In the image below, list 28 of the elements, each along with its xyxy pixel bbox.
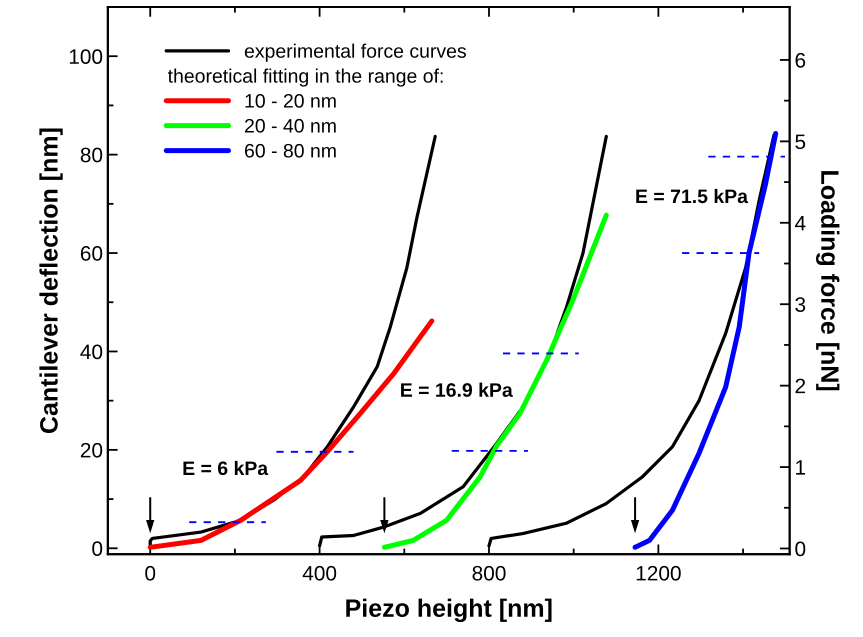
- annotation: E = 71.5 kPa: [636, 188, 748, 204]
- y-tick-label: 20: [80, 442, 102, 458]
- x-tick-label: 1200: [636, 566, 681, 581]
- y2-tick-label: 5: [795, 134, 806, 150]
- y2-tick-label: 2: [796, 378, 806, 394]
- y-tick-label: 60: [80, 246, 102, 261]
- legend-label: 60 - 80 nm: [245, 144, 336, 158]
- legend-label: experimental force curves: [244, 44, 466, 62]
- y-tick-label: 40: [80, 344, 102, 360]
- y2-axis-title: Loading force [nN]: [816, 171, 840, 390]
- x-tick-label: 0: [145, 566, 156, 581]
- y-axis-title: Cantilever deflection [nm]: [39, 128, 63, 434]
- y2-tick-label: 6: [796, 52, 806, 68]
- annotation: E = 6 kPa: [183, 460, 268, 476]
- y-tick-label: 100: [70, 49, 102, 64]
- y2-tick-label: 1: [796, 460, 806, 475]
- legend-title: theoretical fitting in the range of:: [168, 68, 443, 87]
- y2-tick-label: 3: [795, 297, 806, 312]
- x-tick-label: 800: [472, 566, 506, 581]
- x-tick-label: 400: [302, 566, 336, 581]
- legend-label: 10 - 20 nm: [246, 94, 336, 108]
- y-tick-label: 80: [80, 148, 102, 162]
- x-axis-title: Piezo height [nm]: [346, 598, 552, 622]
- y2-tick-label: 4: [794, 216, 806, 230]
- y-tick-label: 0: [92, 541, 102, 556]
- annotation: E = 16.9 kPa: [401, 382, 513, 397]
- y2-tick-label: 0: [795, 541, 806, 556]
- legend-label: 20 - 40 nm: [245, 118, 336, 133]
